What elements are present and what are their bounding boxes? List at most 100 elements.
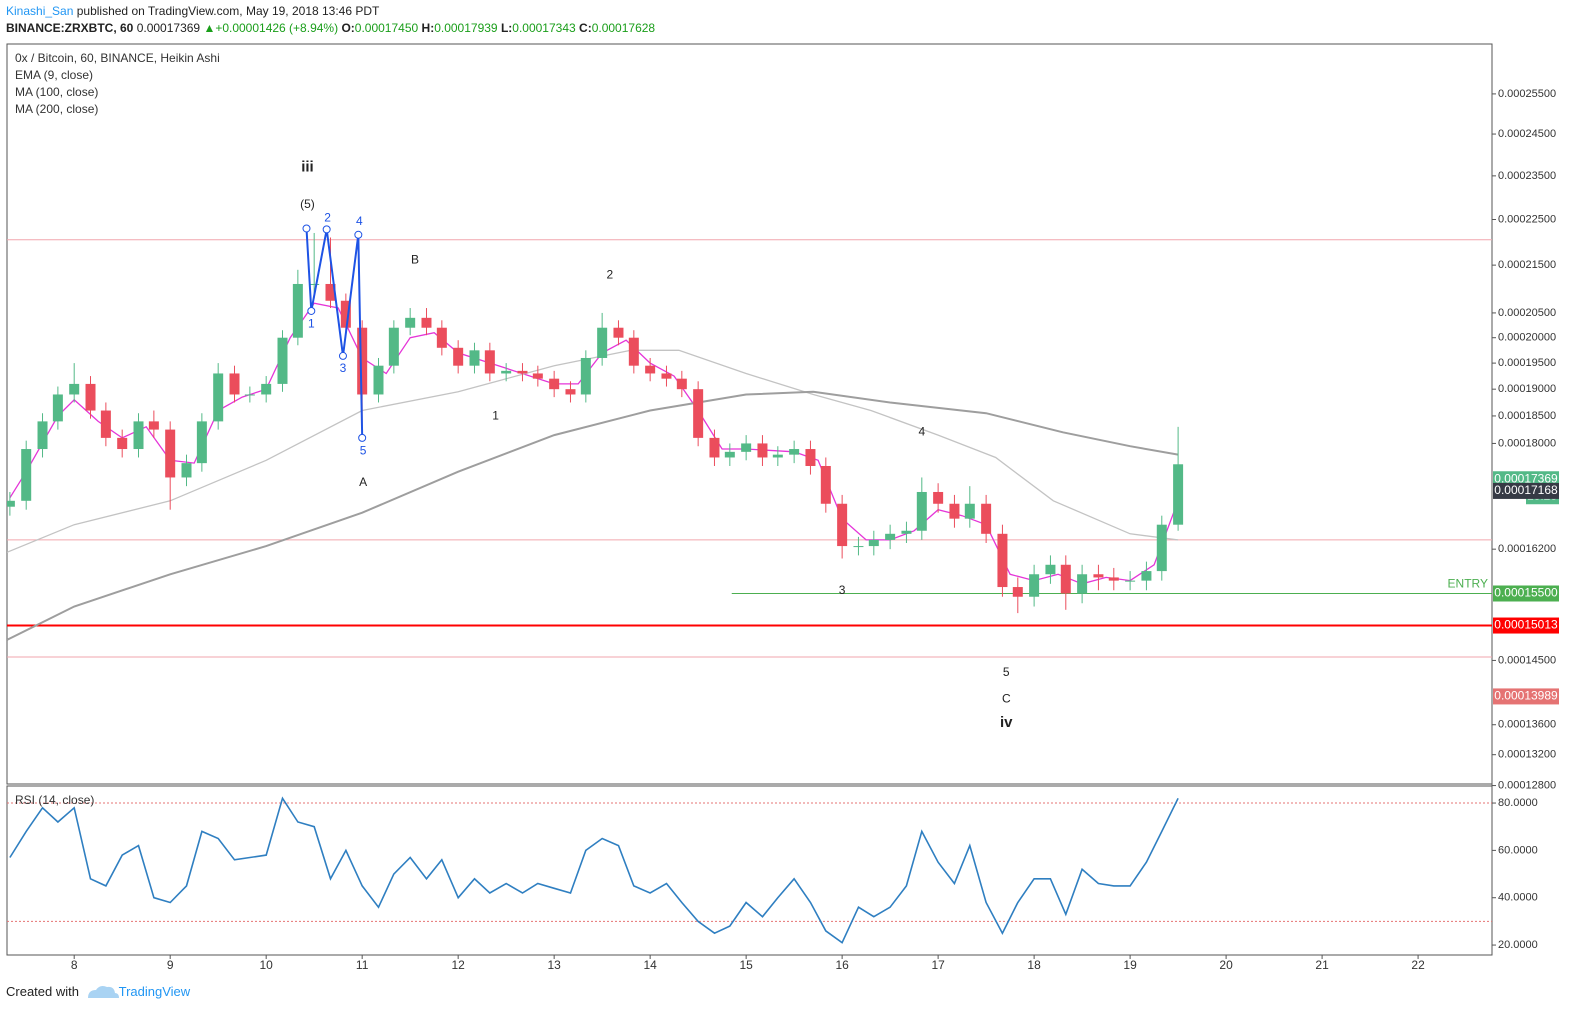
wave-label: 4: [918, 425, 925, 439]
candle-body: [1012, 587, 1023, 597]
wave-label: 4: [356, 214, 363, 228]
quote-line: BINANCE:ZRXBTC, 60 0.00017369 ▲+0.000014…: [6, 21, 655, 35]
ohlc-label: H:: [421, 21, 435, 35]
rsi-line: [9, 796, 1179, 944]
candle-body: [837, 503, 848, 547]
candle-body: [676, 378, 687, 390]
candle-body: [517, 370, 528, 374]
candle-body: [981, 503, 992, 534]
x-tick-label: 21: [1315, 958, 1329, 972]
published: published on TradingView.com, May 19, 20…: [76, 4, 380, 18]
wave-label: 3: [839, 583, 846, 597]
candle-body: [868, 539, 879, 547]
x-tick-label: 16: [835, 958, 849, 972]
author[interactable]: Kinashi_San: [6, 4, 74, 18]
price-badge-label: 0.00013989: [1494, 689, 1558, 703]
price-badge: [1493, 482, 1559, 499]
candle-body: [724, 451, 735, 458]
x-tick-label: 20: [1219, 958, 1233, 972]
ohlc-value: 0.00017939: [434, 21, 498, 35]
y-tick-label: 0.00022500: [1498, 213, 1556, 225]
candle-body: [628, 337, 639, 366]
wave-point: [302, 224, 311, 233]
price-badge-label: 0.00017369: [1494, 471, 1558, 485]
candle-body: [597, 327, 608, 358]
candle-body: [421, 317, 432, 328]
wave-point: [322, 225, 331, 234]
candle-body: [85, 383, 96, 411]
candle-body: [772, 454, 783, 458]
wave-label: C: [1002, 691, 1011, 705]
y-tick-label: 0.00012800: [1498, 779, 1556, 791]
candle-body: [1156, 524, 1167, 572]
candle-body: [709, 437, 720, 458]
candle-body: [853, 546, 864, 548]
wave-label: 3: [340, 361, 347, 375]
line-label: ENTRY: [1448, 577, 1488, 591]
candle-body: [229, 373, 240, 395]
x-tick-label: 10: [259, 958, 273, 972]
tradingview-logo: [88, 986, 119, 998]
candle-body: [580, 357, 591, 395]
wave-point: [338, 351, 347, 360]
candle-body: [69, 383, 80, 395]
price-badge: [1493, 585, 1559, 602]
symbol: BINANCE:ZRXBTC, 60: [6, 21, 134, 35]
ohlc-label: O:: [341, 21, 355, 35]
wave-label: 5: [360, 443, 367, 457]
y-tick-label: 40.0000: [1498, 892, 1538, 904]
price-pane: [6, 43, 1493, 785]
candle-body: [933, 491, 944, 504]
legend-entry: RSI (14, close): [15, 793, 94, 807]
candle-body: [7, 500, 15, 507]
x-tick-label: 9: [167, 958, 174, 972]
candle-body: [244, 394, 255, 396]
candle-body: [405, 317, 416, 328]
candle-body: [1141, 571, 1152, 581]
y-tick-label: 0.00013200: [1498, 749, 1556, 761]
candle-body: [613, 327, 624, 338]
candle-body: [100, 410, 111, 438]
x-tick-label: 18: [1027, 958, 1041, 972]
y-tick-label: 0.00018000: [1498, 437, 1556, 449]
candle-body: [484, 350, 495, 374]
candle-body: [148, 421, 159, 430]
candle-body: [453, 347, 464, 366]
candle-body: [340, 300, 351, 328]
price-badge-label: 0.00015500: [1494, 586, 1558, 600]
candle-body: [52, 394, 63, 422]
candle-body: [549, 378, 560, 390]
y-tick-label: 0.00019000: [1498, 383, 1556, 395]
moving-average: [7, 390, 1179, 641]
wave-label: iii: [301, 158, 314, 175]
candle-body: [325, 283, 336, 301]
legend-entry: EMA (9, close): [15, 68, 93, 82]
brand[interactable]: TradingView: [118, 984, 191, 999]
y-tick-label: 0.00024500: [1498, 128, 1556, 140]
candle-body: [1029, 574, 1040, 597]
candle-body: [1077, 574, 1088, 594]
wave-point: [307, 306, 316, 315]
candle-body: [436, 327, 447, 348]
y-tick-label: 0.00014500: [1498, 654, 1556, 666]
candle-body: [469, 350, 480, 366]
y-tick-label: 0.00020000: [1498, 332, 1556, 344]
wave-label: 2: [606, 268, 613, 282]
price-badge-label: 0.00015013: [1494, 618, 1558, 632]
candle-body: [1060, 564, 1071, 594]
y-tick-label: 0.00023500: [1498, 170, 1556, 182]
candle-body: [213, 373, 224, 422]
candle-body: [916, 491, 927, 531]
candle-body: [820, 465, 831, 504]
x-tick-label: 14: [643, 958, 657, 972]
candle-body: [901, 530, 912, 534]
wave-point: [354, 230, 363, 239]
candle-body: [565, 389, 576, 395]
candle-body: [133, 421, 144, 450]
legend-entry: MA (200, close): [15, 102, 98, 116]
wave-label: 1: [492, 409, 499, 423]
y-tick-label: 20.0000: [1498, 939, 1538, 951]
candle-body: [1125, 580, 1136, 582]
candle-body: [741, 443, 752, 452]
moving-average: [7, 349, 1179, 553]
